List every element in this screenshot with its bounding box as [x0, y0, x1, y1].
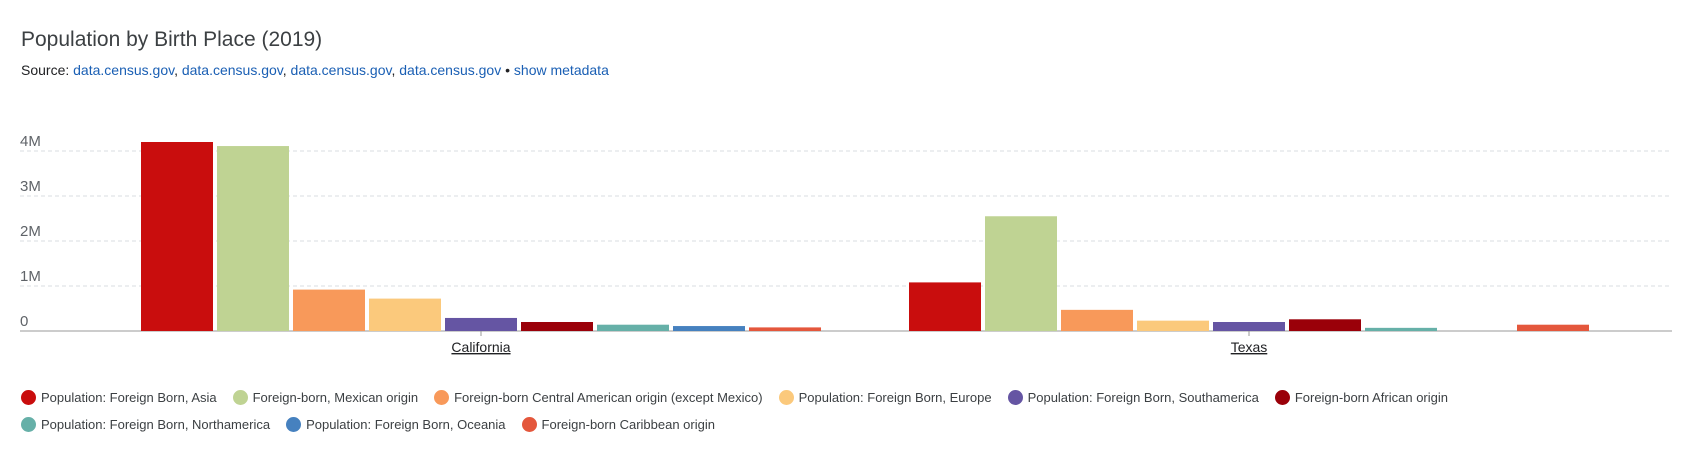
legend-label: Foreign-born, Mexican origin	[252, 390, 419, 405]
category-label[interactable]: California	[451, 339, 510, 355]
legend-label: Foreign-born Caribbean origin	[541, 417, 715, 432]
bar[interactable]	[909, 282, 981, 331]
y-tick-label: 3M	[20, 178, 41, 195]
source-link-4[interactable]: data.census.gov	[399, 62, 502, 78]
y-tick-label: 0	[20, 313, 28, 330]
source-link-1[interactable]: data.census.gov	[73, 62, 175, 78]
bar[interactable]	[1137, 320, 1209, 331]
legend-label: Population: Foreign Born, Asia	[41, 390, 217, 405]
source-link-2[interactable]: data.census.gov	[181, 62, 283, 78]
source-link-3[interactable]: data.census.gov	[290, 62, 392, 78]
legend-label: Population: Foreign Born, Southamerica	[1027, 390, 1259, 405]
legend-swatch-icon	[21, 390, 36, 405]
source-prefix: Source:	[21, 62, 70, 78]
legend-item[interactable]: Population: Foreign Born, Europe	[778, 384, 992, 411]
bar[interactable]	[1061, 309, 1133, 331]
bar[interactable]	[521, 322, 593, 331]
chart-title: Population by Birth Place (2019)	[21, 28, 323, 51]
source-line: Source: data.census.gov, data.census.gov…	[21, 62, 609, 78]
chart-legend: Population: Foreign Born, Asia Foreign-bo…	[21, 384, 1681, 438]
bar[interactable]	[985, 216, 1057, 331]
bar[interactable]	[597, 324, 669, 331]
bar[interactable]	[1289, 319, 1361, 331]
bar[interactable]	[1213, 322, 1285, 331]
bar[interactable]	[673, 326, 745, 331]
legend-label: Population: Foreign Born, Northamerica	[41, 417, 271, 432]
bar[interactable]	[141, 142, 213, 331]
legend-swatch-icon	[778, 390, 794, 405]
legend-label: Foreign-born African origin	[1294, 390, 1449, 405]
legend-label: Population: Foreign Born, Europe	[798, 390, 992, 405]
bar[interactable]	[293, 289, 365, 331]
legend-swatch-icon	[232, 390, 248, 405]
bar[interactable]	[1365, 327, 1437, 331]
bar[interactable]	[217, 146, 289, 331]
legend-item[interactable]: Foreign-born Central American origin (ex…	[434, 384, 763, 411]
show-metadata-link[interactable]: show metadata	[513, 62, 609, 78]
legend-item[interactable]: Population: Foreign Born, Northamerica	[21, 411, 270, 438]
legend-swatch-icon	[434, 390, 450, 405]
legend-item[interactable]: Population: Foreign Born, Oceania	[286, 411, 506, 438]
y-tick-label: 2M	[20, 223, 41, 240]
legend-swatch-icon	[521, 417, 537, 432]
legend-swatch-icon	[1007, 390, 1023, 405]
legend-item[interactable]: Population: Foreign Born, Asia	[21, 384, 217, 411]
legend-item[interactable]: Foreign-born African origin	[1274, 384, 1449, 411]
source-separator: •	[505, 62, 511, 78]
category-label[interactable]: Texas	[1231, 339, 1268, 355]
bar[interactable]	[369, 298, 441, 331]
legend-label: Population: Foreign Born, Oceania	[306, 417, 506, 432]
y-tick-label: 1M	[20, 268, 41, 285]
legend-swatch-icon	[286, 417, 302, 432]
legend-label: Foreign-born Central American origin (ex…	[454, 390, 763, 405]
bar[interactable]	[445, 317, 517, 331]
legend-item[interactable]: Foreign-born Caribbean origin	[521, 411, 715, 438]
legend-item[interactable]: Population: Foreign Born, Southamerica	[1007, 384, 1259, 411]
legend-item[interactable]: Foreign-born, Mexican origin	[232, 384, 419, 411]
legend-swatch-icon	[21, 417, 36, 432]
bar[interactable]	[1517, 324, 1589, 331]
legend-swatch-icon	[1274, 390, 1290, 405]
bar-chart: 0 1M 2M 3M 4M California Texas	[20, 133, 1672, 355]
y-tick-label: 4M	[20, 133, 41, 150]
bar[interactable]	[749, 327, 821, 331]
